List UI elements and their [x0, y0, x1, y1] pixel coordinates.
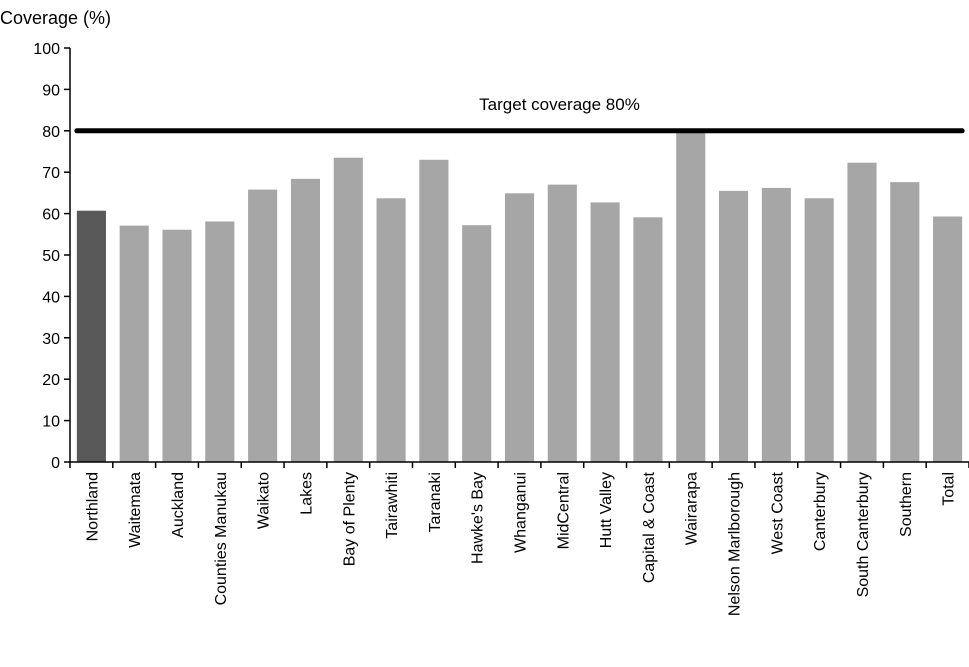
y-tick-label: 0 [51, 455, 60, 472]
bar [761, 187, 791, 462]
x-category-label: South Canterbury [855, 472, 872, 597]
x-category-label: Wairarapa [684, 472, 701, 545]
y-tick-label: 60 [42, 207, 60, 224]
bar [376, 198, 406, 463]
bar [547, 184, 577, 462]
bar [290, 178, 321, 462]
y-tick-label: 40 [42, 289, 60, 306]
y-axis-title: Coverage (%) [0, 8, 111, 28]
x-category-label: Auckland [170, 472, 187, 538]
bar [676, 129, 706, 463]
y-tick-label: 50 [42, 248, 60, 265]
target-line-label: Target coverage 80% [479, 95, 640, 114]
bar [718, 190, 749, 462]
x-category-label: Total [941, 472, 958, 506]
x-category-label: Waitemata [127, 472, 144, 548]
x-category-label: Hawke's Bay [470, 472, 487, 564]
bar [76, 210, 106, 462]
y-tick-label: 80 [42, 124, 60, 141]
bar-series [76, 129, 963, 463]
x-category-label: West Coast [769, 471, 786, 554]
axes [69, 48, 969, 463]
x-category-label: Lakes [298, 472, 315, 515]
x-category-label: Nelson Marlborough [727, 472, 744, 616]
x-category-label: Canterbury [812, 472, 829, 551]
x-category-label: Counties Manukau [213, 472, 230, 605]
target-line-group: Target coverage 80% [74, 95, 965, 134]
y-axis-ticks: 0 10 20 30 40 50 60 70 80 90 100 [33, 41, 70, 472]
y-tick-label: 20 [42, 372, 60, 389]
x-axis-category-labels: Northland Waitemata Auckland Counties Manuk… [84, 471, 957, 616]
bar [804, 198, 834, 463]
y-tick-label: 10 [42, 414, 60, 431]
x-category-label: Taranaki [427, 472, 444, 532]
x-axis-ticks [69, 462, 969, 468]
bar [504, 193, 535, 462]
bar [890, 182, 920, 463]
y-tick-label: 30 [42, 331, 60, 348]
x-category-label: Waikato [256, 472, 273, 529]
bar [162, 229, 192, 462]
bar [248, 189, 278, 462]
bar [847, 162, 877, 463]
bar [633, 217, 663, 462]
x-category-label: Whanganui [513, 472, 530, 553]
x-category-label: MidCentral [555, 472, 572, 549]
x-category-label: Capital & Coast [641, 471, 658, 583]
y-tick-label: 70 [42, 165, 60, 182]
bar [462, 225, 492, 462]
bar [419, 159, 449, 462]
bar [205, 221, 235, 462]
bar [590, 202, 620, 462]
x-category-label: Hutt Valley [598, 472, 615, 548]
bar [933, 216, 963, 462]
y-tick-label: 100 [33, 41, 60, 58]
y-tick-label: 90 [42, 82, 60, 99]
x-category-label: Northland [84, 472, 101, 541]
x-category-label: Bay of Plenty [341, 472, 358, 566]
x-category-label: Southern [898, 472, 915, 537]
bar [333, 157, 363, 462]
x-category-label: Tairawhiti [384, 472, 401, 539]
bar [119, 225, 149, 462]
